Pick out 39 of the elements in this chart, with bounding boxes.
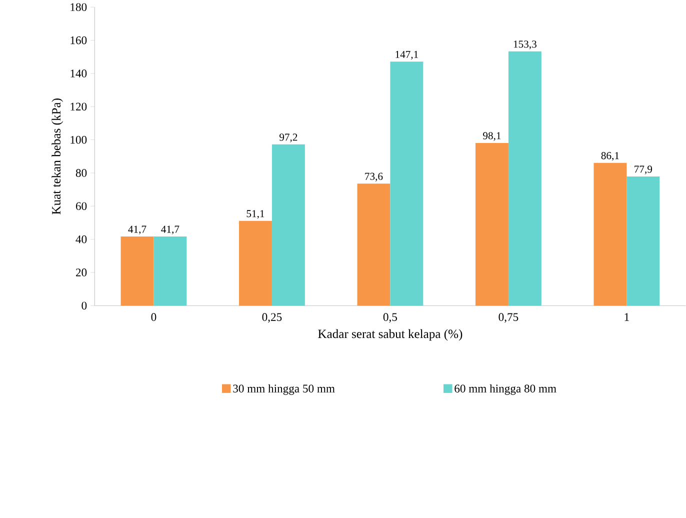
bar — [239, 220, 272, 306]
legend-label: 30 mm hingga 50 mm — [233, 384, 335, 395]
data-label: 41,7 — [128, 226, 146, 234]
bar — [508, 51, 542, 306]
bar — [594, 162, 627, 306]
y-tick-label: 0 — [82, 302, 87, 310]
bar — [272, 144, 305, 306]
x-tick-label: 0 — [151, 313, 156, 322]
bar — [626, 176, 660, 306]
data-label: 77,9 — [634, 166, 652, 174]
y-tick-label: 180 — [70, 3, 87, 12]
y-tick-label: 20 — [76, 268, 87, 276]
bar — [120, 236, 154, 306]
y-tick-label: 140 — [70, 70, 87, 78]
y-axis-title: Kuat tekan bebas (kPa) — [52, 98, 64, 214]
bar — [475, 142, 508, 306]
x-tick-label: 1 — [624, 313, 629, 321]
y-tick-label: 120 — [70, 102, 87, 111]
data-label: 86,1 — [601, 152, 619, 161]
x-tick-label: 0,25 — [262, 313, 282, 323]
data-label: 51,1 — [246, 210, 264, 219]
data-label: 98,1 — [483, 132, 501, 141]
legend-label: 60 mm hingga 80 mm — [454, 384, 556, 395]
data-label: 41,7 — [161, 226, 180, 234]
x-tick-label: 0,75 — [498, 313, 518, 323]
y-tick-label: 160 — [70, 36, 87, 44]
data-label: 97,2 — [279, 134, 298, 142]
data-label: 153,3 — [514, 40, 536, 50]
bar — [357, 184, 390, 306]
data-label: 73,6 — [365, 172, 383, 182]
x-axis-title: Kadar serat sabut kelapa (%) — [318, 329, 462, 341]
x-tick-label: 0,5 — [383, 313, 397, 323]
y-tick-label: 80 — [76, 169, 87, 177]
y-tick-label: 40 — [76, 235, 87, 244]
bar — [390, 62, 424, 306]
data-label: 147,1 — [396, 50, 418, 60]
y-tick-label: 100 — [70, 136, 87, 144]
y-tick-label: 60 — [76, 202, 87, 210]
bar — [154, 236, 187, 306]
